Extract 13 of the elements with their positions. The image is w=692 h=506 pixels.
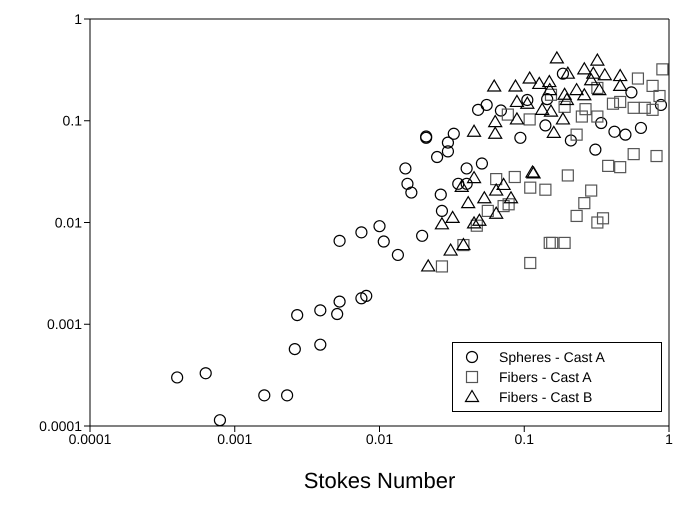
legend-label: Fibers - Cast B [499, 389, 592, 405]
y-tick-label: 1 [74, 10, 82, 27]
x-tick-label: 0.001 [217, 430, 252, 447]
legend-label: Spheres - Cast A [499, 349, 605, 365]
y-tick-label: 0.0001 [39, 418, 82, 434]
x-tick-label: 0.01 [366, 430, 394, 447]
y-tick-label: 0.001 [46, 316, 82, 332]
legend-label: Fibers - Cast A [499, 369, 592, 385]
y-tick-label: 0.1 [62, 112, 82, 129]
x-tick-label: 0.1 [514, 430, 534, 447]
x-tick-label: 1 [665, 430, 674, 447]
x-axis-title: Stokes Number [304, 468, 456, 493]
y-tick-label: 0.01 [54, 214, 82, 230]
